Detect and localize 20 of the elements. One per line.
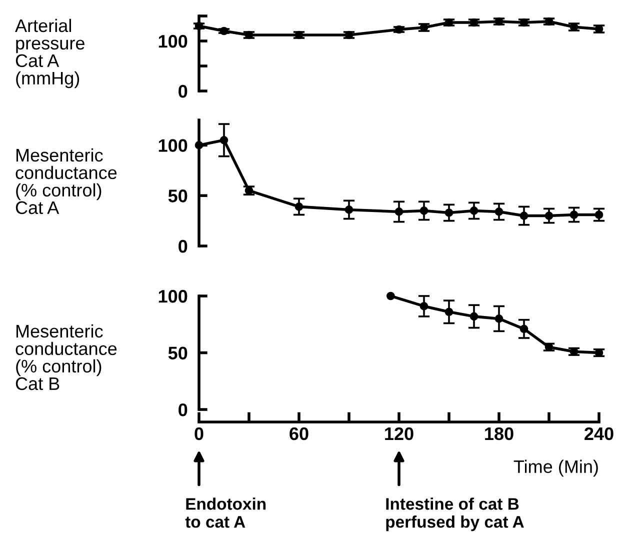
y-axis-title: Mesenteric conductance (% control) Cat B bbox=[16, 324, 117, 390]
x-axis-title: Time (Min) bbox=[514, 460, 598, 477]
x-tick-label: 180 bbox=[485, 427, 514, 440]
y-tick-label: 0 bbox=[178, 240, 188, 253]
x-tick-label: 0 bbox=[194, 427, 204, 440]
y-tick-label: 100 bbox=[158, 34, 188, 48]
y-tick-label: 100 bbox=[158, 139, 188, 152]
y-axis-title: Arterial pressure Cat A (mmHg) bbox=[15, 18, 84, 88]
y-tick-label: 0 bbox=[178, 84, 188, 98]
y-tick-label: 50 bbox=[168, 346, 188, 360]
x-tick-label: 120 bbox=[385, 427, 414, 440]
text: Endotoxin to cat A bbox=[185, 498, 266, 528]
y-axis-title: Mesenteric conductance (% control) Cat A bbox=[16, 148, 117, 214]
x-tick-label: 60 bbox=[290, 427, 308, 440]
text: Intestine of cat B perfused by cat A bbox=[386, 498, 524, 532]
x-tick-label: 240 bbox=[584, 427, 614, 440]
y-tick-label: 0 bbox=[178, 403, 188, 416]
y-tick-label: 100 bbox=[158, 290, 188, 303]
y-tick-label: 50 bbox=[168, 190, 188, 202]
point bbox=[386, 292, 395, 300]
